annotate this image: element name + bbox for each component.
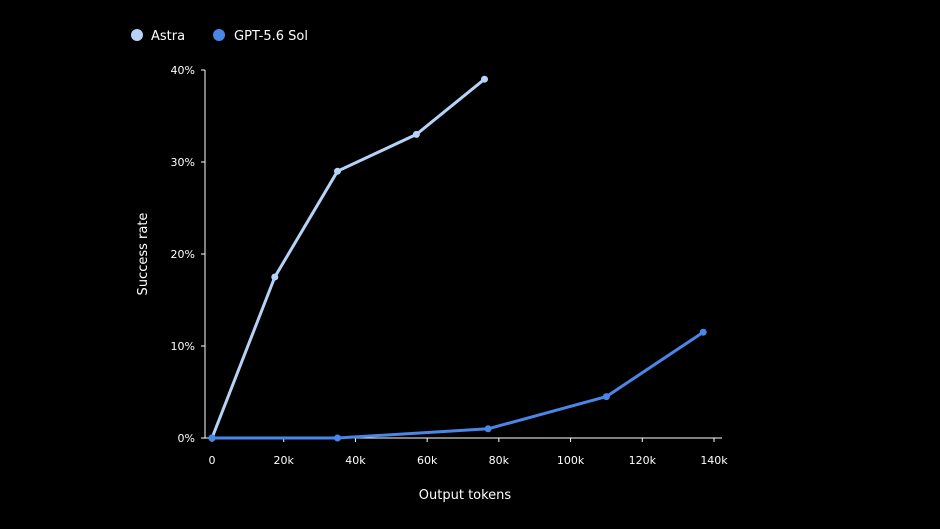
x-tick-label: 20k bbox=[274, 454, 295, 467]
axes bbox=[204, 70, 722, 439]
x-tick-label: 140k bbox=[700, 454, 728, 467]
x-tick-label: 80k bbox=[489, 454, 510, 467]
data-point-astra bbox=[334, 167, 341, 175]
y-tick-label: 40% bbox=[171, 64, 195, 77]
data-point-gpt-5-6-sol bbox=[699, 328, 707, 336]
data-point-astra bbox=[271, 273, 279, 281]
data-point-gpt-5-6-sol bbox=[208, 434, 216, 442]
legend-marker-gpt-5-6-sol bbox=[213, 29, 225, 41]
y-tick-label: 20% bbox=[171, 248, 195, 261]
x-axis-ticks: 0 20k 40k 60k 80k 100k 120k 140k bbox=[209, 438, 728, 467]
x-tick-label: 120k bbox=[629, 454, 657, 467]
data-point-astra bbox=[412, 130, 420, 138]
y-axis-ticks: 0% 10% 20% 30% 40% bbox=[171, 64, 205, 445]
series-line-astra bbox=[210, 77, 486, 440]
data-point-gpt-5-6-sol bbox=[602, 393, 610, 401]
x-tick-label: 40k bbox=[345, 454, 366, 467]
series-gpt-5-6-sol bbox=[208, 328, 707, 442]
series-layer bbox=[208, 75, 707, 442]
x-tick-label: 0 bbox=[209, 454, 216, 467]
data-point-gpt-5-6-sol bbox=[334, 434, 341, 442]
x-tick-label: 100k bbox=[557, 454, 585, 467]
data-point-gpt-5-6-sol bbox=[484, 425, 492, 433]
series-line-gpt-5-6-sol bbox=[210, 330, 705, 440]
data-point-astra bbox=[481, 75, 488, 83]
legend-label-gpt-5-6-sol: GPT-5.6 Sol bbox=[234, 29, 308, 44]
legend-marker-astra bbox=[131, 29, 143, 41]
series-astra bbox=[208, 75, 488, 442]
legend-label-astra: Astra bbox=[151, 29, 185, 44]
y-tick-label: 10% bbox=[171, 340, 195, 353]
y-tick-label: 0% bbox=[178, 432, 195, 445]
y-axis-title: Success rate bbox=[136, 213, 151, 296]
legend: Astra GPT-5.6 Sol bbox=[131, 29, 308, 44]
x-tick-label: 60k bbox=[417, 454, 438, 467]
y-tick-label: 30% bbox=[171, 156, 195, 169]
x-axis-title: Output tokens bbox=[419, 488, 512, 503]
